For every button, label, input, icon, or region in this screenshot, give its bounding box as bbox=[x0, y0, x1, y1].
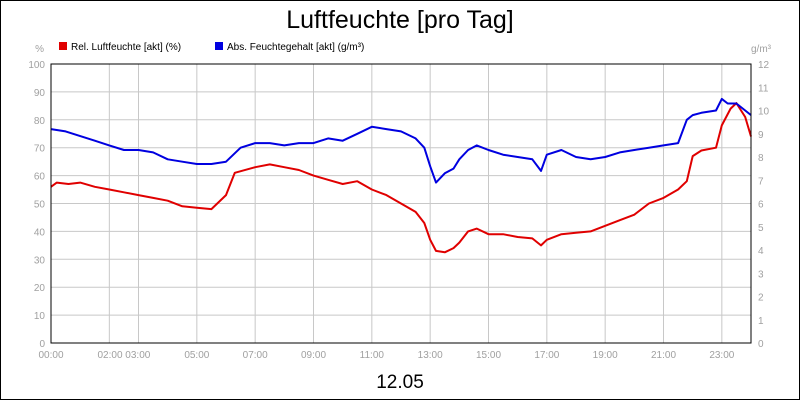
left-tick-label: 50 bbox=[34, 200, 46, 211]
right-tick-label: 0 bbox=[758, 339, 764, 350]
right-tick-label: 12 bbox=[758, 60, 770, 71]
right-tick-label: 8 bbox=[758, 153, 764, 164]
x-tick-label: 17:00 bbox=[534, 350, 559, 361]
chart-title: Luftfeuchte [pro Tag] bbox=[286, 6, 513, 34]
left-tick-label: 70 bbox=[34, 144, 46, 155]
plot-area-border bbox=[50, 63, 752, 344]
right-tick-label: 2 bbox=[758, 293, 764, 304]
series bbox=[50, 97, 752, 254]
x-tick-label: 00:00 bbox=[38, 350, 63, 361]
left-tick-label: 20 bbox=[34, 283, 46, 294]
series-line-abs-humidity bbox=[50, 97, 752, 184]
left-tick-label: 90 bbox=[34, 88, 46, 99]
right-tick-label: 9 bbox=[758, 130, 764, 141]
right-tick-label: 7 bbox=[758, 176, 764, 187]
left-tick-label: 40 bbox=[34, 227, 46, 238]
right-tick-label: 1 bbox=[758, 316, 764, 327]
x-tick-label: 07:00 bbox=[243, 350, 268, 361]
left-tick-label: 0 bbox=[39, 339, 45, 350]
right-tick-label: 3 bbox=[758, 269, 764, 280]
legend-swatch-rel-humidity bbox=[59, 42, 67, 50]
x-tick-label: 23:00 bbox=[709, 350, 734, 361]
left-tick-label: 80 bbox=[34, 116, 46, 127]
left-tick-label: 100 bbox=[28, 60, 45, 71]
right-tick-label: 6 bbox=[758, 200, 764, 211]
legend-label-rel-humidity: Rel. Luftfeuchte [akt] (%) bbox=[71, 42, 181, 53]
left-tick-label: 60 bbox=[34, 172, 46, 183]
right-axis-unit: g/m³ bbox=[751, 44, 772, 55]
x-tick-label: 19:00 bbox=[593, 350, 618, 361]
x-tick-label: 13:00 bbox=[418, 350, 443, 361]
right-tick-label: 4 bbox=[758, 246, 764, 257]
left-axis-unit: % bbox=[35, 44, 44, 55]
x-tick-label: 05:00 bbox=[184, 350, 209, 361]
left-axis-ticks: 0 10 20 30 40 50 60 70 80 90 100 bbox=[28, 60, 45, 350]
legend-label-abs-humidity: Abs. Feuchtegehalt [akt] (g/m³) bbox=[227, 42, 364, 53]
left-tick-label: 30 bbox=[34, 255, 46, 266]
left-tick-label: 10 bbox=[34, 311, 46, 322]
legend: Rel. Luftfeuchte [akt] (%) Abs. Feuchteg… bbox=[59, 42, 364, 53]
date-label: 12.05 bbox=[376, 372, 424, 393]
right-tick-label: 11 bbox=[758, 83, 769, 94]
x-tick-label: 11:00 bbox=[360, 350, 385, 361]
series-line-rel-humidity bbox=[50, 102, 752, 254]
right-tick-label: 10 bbox=[758, 107, 770, 118]
legend-swatch-abs-humidity bbox=[215, 42, 223, 50]
x-tick-label: 09:00 bbox=[301, 350, 326, 361]
x-tick-label: 15:00 bbox=[476, 350, 501, 361]
x-tick-label: 21:00 bbox=[651, 350, 676, 361]
right-tick-label: 5 bbox=[758, 223, 764, 234]
x-tick-label: 02:00 03:00 bbox=[98, 350, 151, 361]
x-axis-ticks: 00:00 02:00 03:00 05:00 07:00 09:00 11:00 13:0… bbox=[38, 350, 734, 361]
